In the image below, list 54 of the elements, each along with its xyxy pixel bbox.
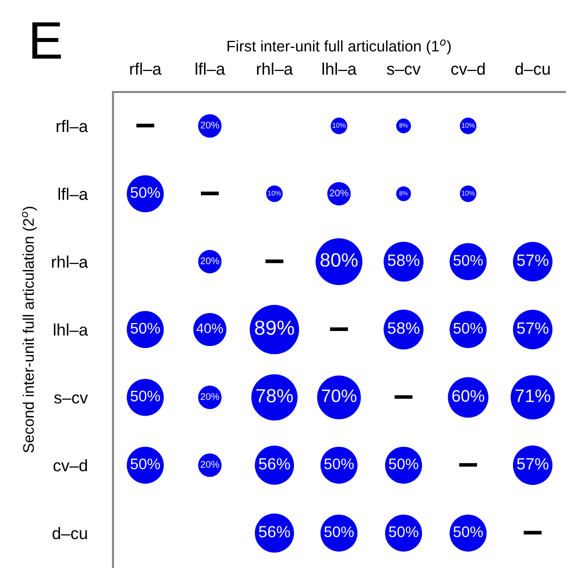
data-label: 57% [517, 458, 548, 470]
data-label: 20% [200, 122, 220, 129]
data-label: 89% [254, 320, 294, 335]
data-label: 20% [200, 257, 220, 264]
x-tick-label: d–cu [515, 62, 550, 75]
x-tick-label: rhl–a [257, 62, 293, 75]
data-label: 50% [130, 187, 160, 198]
y-tick-label: d–cu [52, 527, 87, 540]
x-tick-label: cv–d [451, 62, 485, 75]
x-tick-label: lhl–a [322, 62, 357, 75]
data-label: 58% [388, 254, 420, 266]
y-tick-label: cv–d [54, 459, 87, 472]
data-label: 60% [452, 390, 484, 402]
y-tick-label: lfl–a [58, 188, 88, 200]
data-label: 56% [258, 458, 290, 470]
data-label: 20% [200, 393, 220, 400]
text: – [459, 463, 478, 467]
chart-title: E [32, 22, 61, 59]
y-axis-title: Second inter-unit full articulation (2$^{o}$) [22, 206, 37, 453]
data-label: 50% [324, 458, 354, 470]
data-label: 50% [324, 526, 354, 538]
data-label: 57% [517, 322, 548, 334]
text: – [394, 395, 413, 399]
x-tick-label: rfl–a [130, 62, 162, 75]
y-tick-label: rhl–a [52, 256, 88, 268]
data-label: 57% [517, 254, 548, 266]
data-label: 58% [388, 322, 420, 334]
x-axis-title: First inter-unit full articulation (1$^{o}$) [228, 40, 451, 55]
data-label: 71% [515, 389, 550, 402]
x-tick-label: s–cv [386, 66, 421, 75]
y-tick-label: rfl–a [56, 120, 88, 132]
data-label: 50% [388, 458, 418, 470]
y-tick-label: lhl–a [54, 323, 88, 336]
data-label: 50% [130, 458, 160, 470]
data-label: 70% [322, 389, 356, 402]
data-label: 20% [330, 190, 348, 196]
data-label: 50% [454, 322, 483, 334]
data-label: 50% [388, 526, 418, 538]
text: – [330, 327, 348, 331]
data-label: 20% [200, 460, 220, 468]
text: – [265, 260, 284, 264]
text: – [524, 530, 542, 535]
data-label: 80% [320, 253, 358, 267]
data-label: 56% [258, 526, 290, 538]
x-tick-label: lfl–a [196, 62, 226, 75]
text: – [200, 192, 219, 196]
data-label: 40% [196, 324, 223, 334]
data-label: 50% [130, 390, 160, 402]
data-label: 78% [256, 388, 293, 402]
text: – [136, 124, 154, 128]
data-label: 50% [130, 322, 160, 334]
data-label: 50% [454, 526, 483, 538]
data-label: 50% [454, 254, 483, 266]
y-tick-label: s–cv [54, 394, 88, 404]
